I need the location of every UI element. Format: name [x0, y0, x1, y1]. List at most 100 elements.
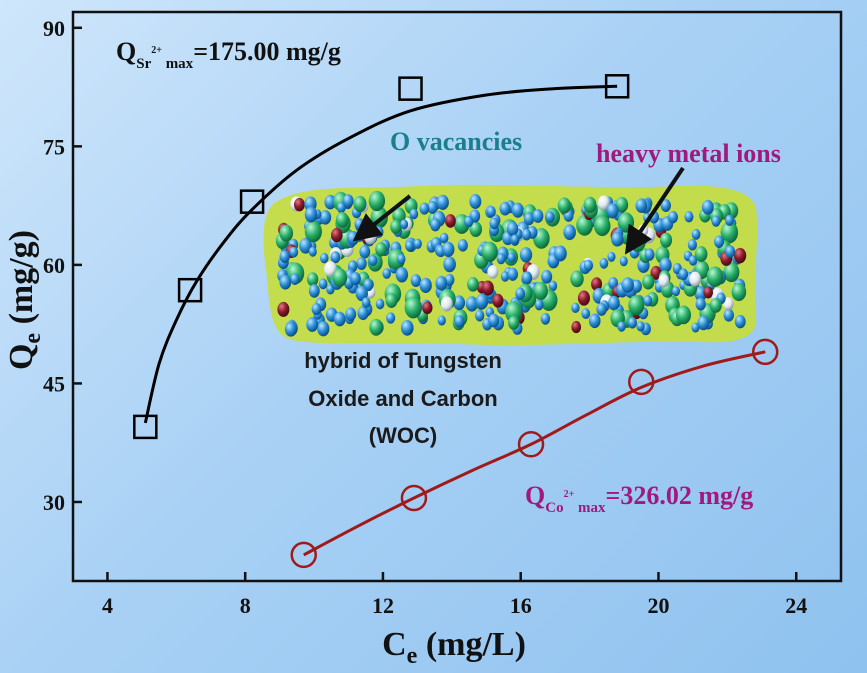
atom	[299, 237, 312, 254]
atom	[445, 214, 456, 228]
atom	[534, 299, 544, 311]
atom	[489, 217, 499, 230]
atom	[419, 277, 432, 293]
atom	[444, 273, 455, 286]
atom	[599, 257, 609, 269]
atom	[319, 210, 332, 225]
atom	[570, 270, 584, 288]
x-axis-title: Ce (mg/L)	[382, 626, 526, 669]
atom	[467, 276, 479, 292]
atom	[304, 220, 322, 243]
co-data-points	[290, 338, 779, 569]
atom	[375, 298, 385, 310]
atom	[701, 199, 714, 215]
atom	[733, 247, 747, 264]
atom	[635, 198, 648, 213]
atom	[332, 268, 348, 287]
atom	[347, 230, 359, 246]
atom	[488, 313, 500, 328]
atom	[571, 320, 582, 334]
atom	[545, 211, 555, 223]
atom	[684, 211, 694, 223]
atom	[615, 196, 629, 213]
atom	[644, 248, 655, 261]
atom	[279, 274, 292, 290]
atom	[277, 301, 290, 317]
atom	[293, 197, 305, 212]
co-data-point	[290, 541, 317, 569]
atom	[464, 215, 474, 228]
y-tick-label: 30	[43, 490, 65, 515]
atom	[435, 275, 448, 291]
atom	[359, 244, 371, 259]
atom	[725, 214, 734, 226]
sr-capacity-label: QSr2+ max=175.00 mg/g	[116, 37, 341, 72]
woc-particle-illustration	[263, 184, 758, 346]
x-tick-label: 4	[102, 593, 113, 618]
co-fit-curve	[303, 350, 766, 557]
atom	[335, 211, 349, 228]
atom	[506, 221, 519, 237]
atom	[723, 308, 734, 322]
atom	[385, 293, 398, 308]
atom	[354, 217, 365, 231]
atom	[689, 271, 702, 287]
atom	[331, 227, 343, 243]
y-tick-label: 90	[43, 16, 65, 41]
co-data-point	[751, 338, 779, 366]
atom	[608, 295, 620, 311]
atom	[440, 296, 453, 312]
atom	[658, 273, 670, 288]
atom	[443, 256, 456, 273]
x-tick-label: 20	[647, 593, 669, 618]
atom	[413, 238, 422, 249]
atom	[330, 251, 341, 264]
atom	[500, 271, 510, 282]
atom	[695, 297, 706, 311]
atom	[356, 257, 367, 270]
atom	[355, 285, 368, 302]
atom	[628, 295, 645, 316]
atom	[410, 274, 422, 287]
atom	[318, 278, 328, 290]
atom	[386, 312, 396, 324]
atom	[279, 224, 294, 242]
heavy-metal-arrow	[624, 166, 685, 255]
atom	[397, 253, 406, 265]
atom	[678, 268, 689, 281]
atom	[400, 319, 414, 336]
atom	[409, 208, 419, 220]
atom	[350, 271, 361, 286]
atom	[581, 308, 591, 320]
atom	[279, 250, 290, 263]
atom	[475, 293, 489, 310]
atom	[342, 194, 354, 208]
atom	[703, 286, 714, 299]
atom	[676, 305, 692, 325]
atom	[375, 242, 387, 257]
y-tick-label: 45	[43, 371, 65, 396]
atom	[510, 234, 519, 245]
atom	[659, 232, 673, 248]
sr-data-point	[133, 414, 158, 440]
atom	[541, 269, 553, 284]
y-tick-label: 75	[43, 134, 65, 159]
atom	[597, 195, 610, 211]
co-data-point	[628, 368, 655, 396]
atom	[571, 302, 580, 314]
atom	[304, 206, 318, 223]
atom	[368, 190, 386, 212]
x-tick-label: 12	[372, 593, 394, 618]
atom	[345, 307, 357, 321]
atom	[465, 296, 479, 312]
atom	[619, 256, 628, 267]
atom	[481, 241, 498, 263]
atom	[361, 297, 371, 308]
woc-label-line3: (WOC)	[369, 423, 437, 448]
atom	[469, 194, 482, 209]
atom	[532, 209, 544, 223]
atom	[694, 246, 708, 262]
atom	[548, 280, 558, 292]
atom	[687, 239, 697, 251]
